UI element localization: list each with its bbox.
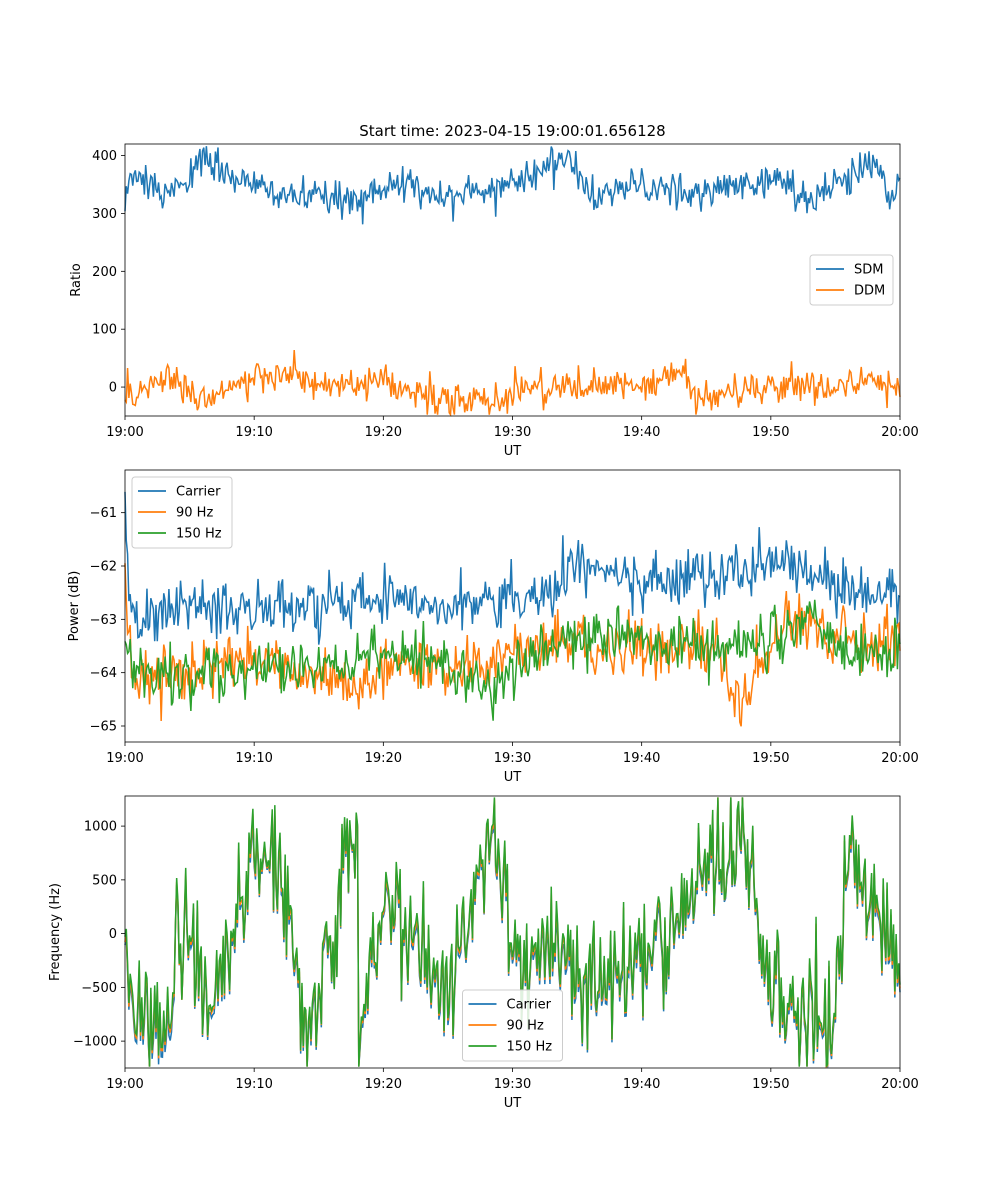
x-axis-label: UT bbox=[504, 770, 522, 785]
legend-entry: Carrier bbox=[507, 998, 552, 1013]
x-tick-label: 19:30 bbox=[494, 425, 531, 440]
x-tick-label: 19:50 bbox=[752, 425, 789, 440]
x-tick-label: 19:30 bbox=[494, 1077, 531, 1092]
y-tick-label: 300 bbox=[92, 207, 117, 222]
series-line-150-hz bbox=[124, 599, 901, 721]
figure-title: Start time: 2023-04-15 19:00:01.656128 bbox=[359, 122, 665, 140]
series-line-sdm bbox=[124, 146, 901, 225]
y-tick-label: −61 bbox=[90, 506, 117, 521]
x-axis-label: UT bbox=[504, 1096, 522, 1111]
x-tick-label: 19:20 bbox=[365, 1077, 402, 1092]
series-line-ddm bbox=[124, 349, 901, 417]
y-tick-label: 200 bbox=[92, 265, 117, 280]
x-axis-label: UT bbox=[504, 444, 522, 459]
legend-entry: SDM bbox=[854, 263, 883, 278]
y-tick-label: −63 bbox=[90, 613, 117, 628]
x-tick-label: 19:30 bbox=[494, 751, 531, 766]
x-tick-label: 19:40 bbox=[623, 425, 660, 440]
legend-entry: DDM bbox=[854, 284, 885, 299]
series-line-carrier bbox=[124, 491, 901, 645]
x-tick-label: 19:10 bbox=[235, 425, 272, 440]
y-tick-label: 400 bbox=[92, 149, 117, 164]
y-tick-label: 500 bbox=[92, 873, 117, 888]
y-tick-label: 0 bbox=[109, 381, 117, 396]
series-line-150-hz bbox=[124, 797, 901, 1067]
x-tick-label: 19:00 bbox=[106, 425, 143, 440]
panel-2: 19:00 19:10 19:20 19:30 19:40 19:50 20:00 −65 −6… bbox=[67, 469, 919, 785]
y-tick-label: −64 bbox=[90, 666, 117, 681]
panel-3: 19:00 19:10 19:20 19:30 19:40 19:50 20:00 −1000… bbox=[48, 795, 919, 1111]
legend-entry: 90 Hz bbox=[176, 506, 213, 521]
panel-1: 19:00 19:10 19:20 19:30 19:40 19:50 20:00 0 100 2… bbox=[69, 143, 919, 459]
series-lines bbox=[124, 797, 901, 1069]
legend-box bbox=[809, 254, 894, 306]
x-tick-label: 20:00 bbox=[881, 751, 918, 766]
x-tick-label: 19:20 bbox=[365, 751, 402, 766]
x-tick-label: 19:50 bbox=[752, 751, 789, 766]
x-tick-label: 19:10 bbox=[235, 1077, 272, 1092]
y-tick-label: 100 bbox=[92, 323, 117, 338]
legend: Carrier 90 Hz 150 Hz bbox=[131, 476, 233, 549]
legend: Carrier 90 Hz 150 Hz bbox=[462, 989, 563, 1062]
legend-box bbox=[462, 989, 563, 1062]
y-tick-label: −500 bbox=[81, 981, 117, 996]
legend-entry: 150 Hz bbox=[507, 1040, 553, 1055]
y-tick-label: 0 bbox=[109, 927, 117, 942]
y-axis-label: Ratio bbox=[69, 263, 84, 296]
series-lines bbox=[124, 146, 901, 417]
x-tick-label: 20:00 bbox=[881, 1077, 918, 1092]
series-lines bbox=[124, 491, 901, 727]
x-tick-label: 19:20 bbox=[365, 425, 402, 440]
legend-box bbox=[131, 476, 233, 549]
x-tick-label: 19:10 bbox=[235, 751, 272, 766]
x-tick-label: 19:40 bbox=[623, 1077, 660, 1092]
x-tick-label: 19:00 bbox=[106, 1077, 143, 1092]
x-tick-label: 19:00 bbox=[106, 751, 143, 766]
y-axis-label: Power (dB) bbox=[67, 571, 82, 642]
y-tick-label: −1000 bbox=[73, 1035, 117, 1050]
x-tick-label: 20:00 bbox=[881, 425, 918, 440]
legend-entry: 90 Hz bbox=[507, 1019, 544, 1034]
x-tick-label: 19:50 bbox=[752, 1077, 789, 1092]
y-tick-label: 1000 bbox=[84, 820, 117, 835]
y-tick-label: −62 bbox=[90, 560, 117, 575]
y-axis-label: Frequency (Hz) bbox=[48, 883, 63, 981]
legend: SDM DDM bbox=[809, 254, 894, 306]
legend-entry: 150 Hz bbox=[176, 527, 222, 542]
x-tick-label: 19:40 bbox=[623, 751, 660, 766]
y-tick-label: −65 bbox=[90, 720, 117, 735]
legend-entry: Carrier bbox=[176, 485, 221, 500]
